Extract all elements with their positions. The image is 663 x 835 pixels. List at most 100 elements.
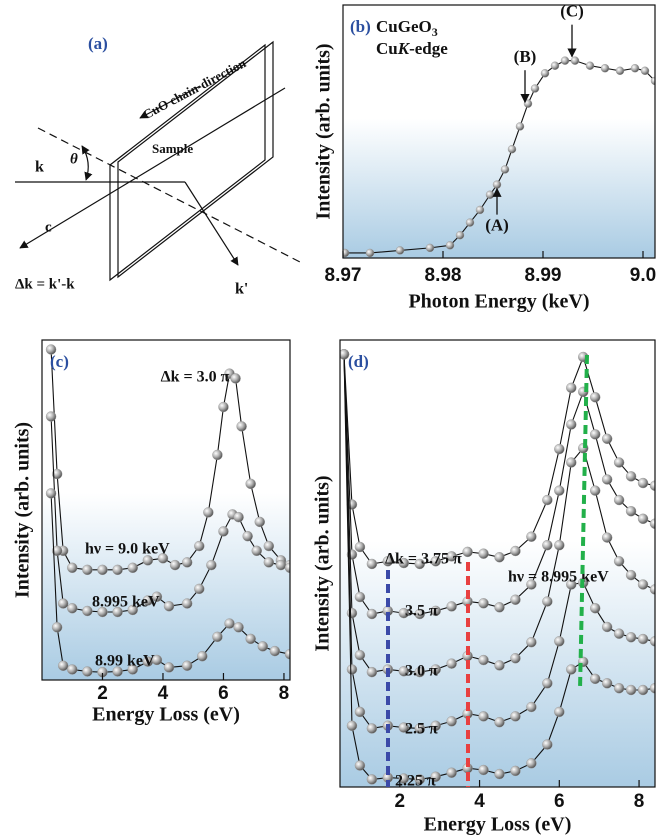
data-point [526,579,537,590]
data-point [566,457,577,468]
data-point [194,583,205,595]
data-point [478,711,489,722]
x-tick-label: 6 [554,791,565,812]
data-point [112,606,123,618]
data-point [526,701,537,713]
data-point [263,540,275,552]
diagram [15,40,301,282]
data-point [181,598,193,609]
data-point [197,651,208,662]
normal-line [37,127,301,263]
data-point [398,773,409,784]
data-point [224,618,235,629]
x-axis-label: Energy Loss (eV) [92,704,240,726]
x-tick-label: 8.99 [525,265,562,286]
data-point [640,66,650,75]
plot-background [42,340,290,680]
data-point [530,84,540,93]
data-point [637,579,649,590]
data-point [446,716,457,727]
x-tick-label: 8 [634,791,645,812]
data-point [233,511,244,523]
data-point [269,645,281,657]
data-point [67,664,78,675]
data-point [510,765,521,777]
series-label: 8.995 keV [92,594,160,611]
data-point [398,666,409,677]
plot-area [340,349,655,785]
theta-arc [81,145,93,181]
data-point [494,768,505,780]
c-axis [19,87,286,249]
edge-part: Cu [376,39,398,58]
charts: 8.97 8.98 8.99 9.0 Photon Energy (keV) Intens… [12,2,657,835]
data-point [601,433,613,444]
panel-label: (b) [350,17,371,36]
data-point [566,419,577,430]
x-tick-label: 6 [218,683,229,704]
data-point [382,556,394,567]
y-axis-label: Intensity (arb. units) [312,475,334,651]
data-point [263,557,275,568]
data-point [510,711,521,722]
data-point [613,683,625,694]
data-point [112,666,123,677]
data-point [430,556,441,567]
data-point [284,648,290,660]
data-point [346,607,358,619]
data-point [218,526,229,537]
data-point [365,248,375,258]
data-point [233,622,244,633]
data-point [366,608,378,620]
data-point [601,532,613,543]
compound: CuGeO [376,17,432,36]
data-point [613,494,625,506]
data-point [649,480,655,491]
y-axis-label: Intensity (arb. units) [313,43,335,219]
data-point [151,591,163,602]
data-point [600,64,610,73]
data-point [462,546,473,558]
data-point [212,631,223,643]
annotation: Δk = 3.0 π [161,369,230,386]
data-point [354,541,366,553]
data-point [181,557,193,568]
x-tick-label: 2 [97,683,108,704]
x-axis-label: Energy Loss (eV) [424,814,572,835]
data-point [554,485,565,496]
data-point [366,774,378,785]
data-point [446,601,457,612]
data-point [465,218,475,227]
c-label: c [45,219,52,235]
data-point [500,165,510,174]
data-point [485,190,495,199]
data-point [395,246,405,255]
data-point [615,66,625,75]
data-point [346,664,358,675]
data-point [354,760,366,771]
data-point [194,540,205,552]
data-point [169,559,181,571]
data-point [82,666,93,677]
data-point [414,608,425,620]
data-point [127,664,138,675]
data-point [478,598,489,609]
data-point [430,720,441,731]
x-tick-label: 8.98 [425,265,462,286]
data-point [601,474,613,485]
data-point [625,506,637,517]
kprime-label: k' [235,281,248,298]
data-point [566,382,577,394]
data-point [542,494,553,506]
compound-subscript: 3 [432,25,438,39]
data-point [589,392,601,403]
data-point [398,607,409,619]
data-point [613,556,625,567]
data-point [414,723,425,734]
data-point [67,603,78,614]
data-point [625,632,637,643]
data-point [142,595,154,606]
data-point [366,558,378,570]
data-point [242,530,253,542]
data-point [589,673,601,685]
